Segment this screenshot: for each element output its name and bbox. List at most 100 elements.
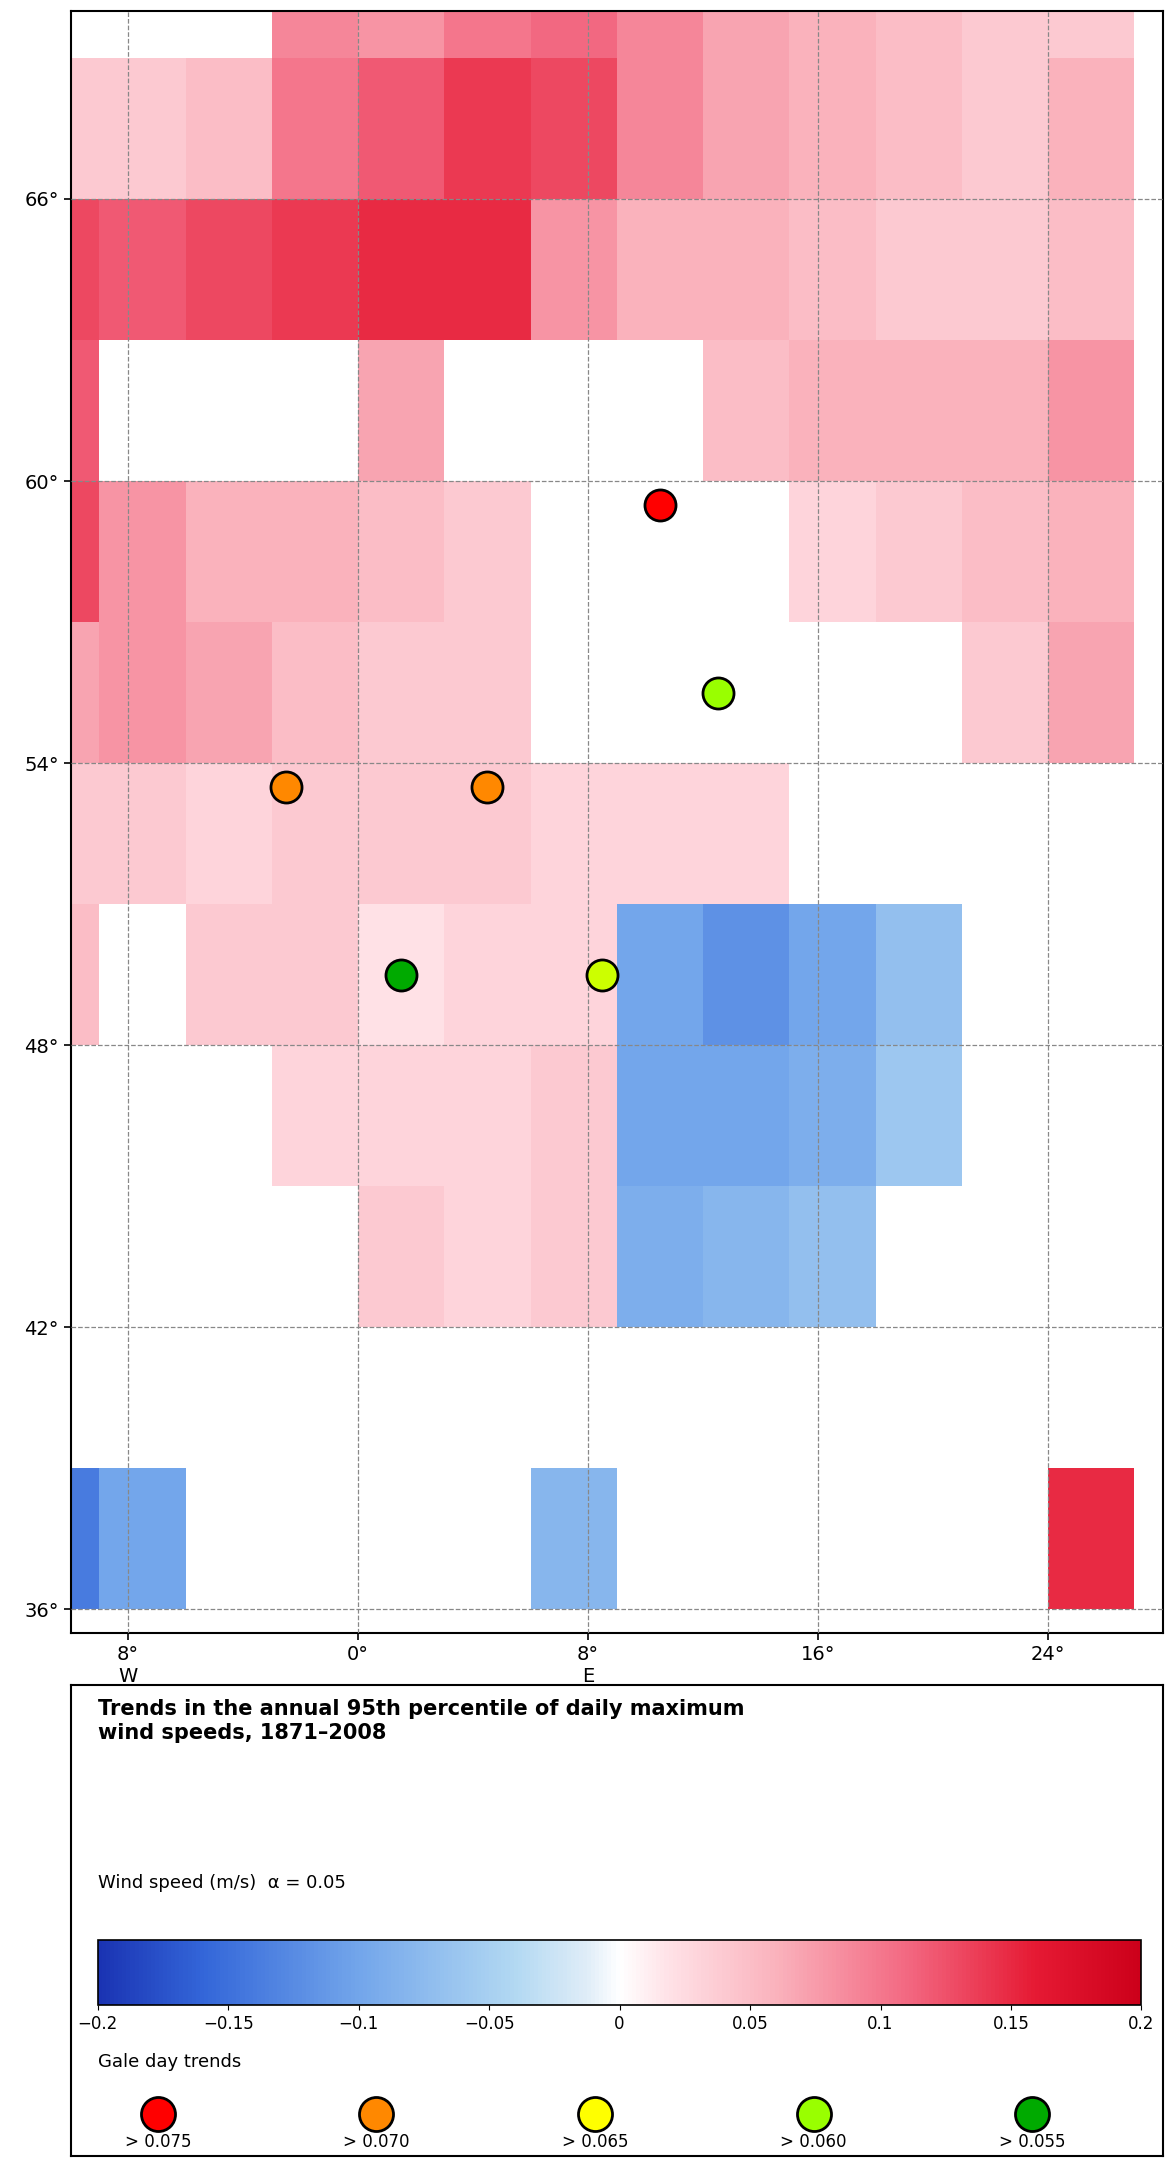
Bar [790, 1185, 875, 1328]
Bar [962, 0, 1048, 82]
Bar [617, 1044, 703, 1185]
Bar [531, 904, 617, 1044]
Bar [617, 0, 703, 82]
Bar [617, 1185, 703, 1328]
Bar [358, 904, 444, 1044]
Bar [1048, 199, 1135, 340]
Bar [99, 199, 186, 340]
Bar [358, 340, 444, 481]
Bar [358, 481, 444, 622]
Point [593, 958, 612, 992]
Bar [358, 0, 444, 82]
Bar [186, 904, 271, 1044]
Bar [444, 0, 531, 82]
Bar [617, 199, 703, 340]
Bar [271, 904, 358, 1044]
Text: Wind speed (m/s)  α = 0.05: Wind speed (m/s) α = 0.05 [98, 1874, 345, 1892]
Bar [186, 199, 271, 340]
Bar [1048, 59, 1135, 199]
Bar [358, 1185, 444, 1328]
Bar [790, 340, 875, 481]
Bar [271, 1044, 358, 1185]
Bar [444, 904, 531, 1044]
Bar [875, 1044, 962, 1185]
Bar [13, 59, 99, 199]
Bar [790, 0, 875, 82]
Bar [13, 904, 99, 1044]
Bar [703, 199, 790, 340]
Text: > 0.065: > 0.065 [562, 2134, 629, 2152]
Text: > 0.055: > 0.055 [999, 2134, 1066, 2152]
Bar [1048, 340, 1135, 481]
Bar [358, 1044, 444, 1185]
Bar [358, 622, 444, 763]
Point [148, 2095, 167, 2130]
Bar [617, 59, 703, 199]
Bar [1048, 1469, 1135, 1610]
Bar [271, 763, 358, 904]
Bar [444, 1185, 531, 1328]
Point [1022, 2095, 1041, 2130]
Bar [962, 481, 1048, 622]
Point [478, 769, 497, 804]
Text: > 0.060: > 0.060 [780, 2134, 847, 2152]
Bar [186, 763, 271, 904]
Bar [444, 199, 531, 340]
Bar [186, 622, 271, 763]
Bar [444, 1044, 531, 1185]
Bar [13, 1469, 99, 1610]
Bar [271, 622, 358, 763]
Point [585, 2095, 604, 2130]
Bar [13, 340, 99, 481]
Bar [962, 59, 1048, 199]
Bar [531, 59, 617, 199]
Bar [271, 59, 358, 199]
Bar [531, 1469, 617, 1610]
Bar [790, 199, 875, 340]
Point [367, 2095, 385, 2130]
Bar [531, 199, 617, 340]
Bar [271, 481, 358, 622]
Bar [444, 59, 531, 199]
Bar [271, 199, 358, 340]
Bar [703, 340, 790, 481]
Bar [13, 199, 99, 340]
Bar [875, 340, 962, 481]
Bar [703, 763, 790, 904]
Bar [99, 1469, 186, 1610]
Bar [790, 59, 875, 199]
Bar [99, 59, 186, 199]
Bar [617, 904, 703, 1044]
Bar [531, 0, 617, 82]
Point [804, 2095, 822, 2130]
Bar [13, 622, 99, 763]
Text: > 0.075: > 0.075 [125, 2134, 192, 2152]
Bar [875, 59, 962, 199]
Bar [13, 481, 99, 622]
Point [277, 769, 296, 804]
Bar [1048, 0, 1135, 82]
Bar [186, 59, 271, 199]
Bar [444, 481, 531, 622]
Bar [186, 481, 271, 622]
Bar [358, 199, 444, 340]
Text: Trends in the annual 95th percentile of daily maximum
wind speeds, 1871–2008: Trends in the annual 95th percentile of … [98, 1699, 744, 1742]
Text: Gale day trends: Gale day trends [98, 2052, 241, 2069]
Bar [875, 199, 962, 340]
Bar [790, 1044, 875, 1185]
Bar [358, 59, 444, 199]
Bar [617, 763, 703, 904]
Bar [99, 622, 186, 763]
Bar [875, 904, 962, 1044]
Bar [703, 59, 790, 199]
Bar [703, 904, 790, 1044]
Bar [703, 0, 790, 82]
Bar [703, 1044, 790, 1185]
Bar [962, 340, 1048, 481]
Bar [531, 1044, 617, 1185]
Bar [99, 763, 186, 904]
Bar [444, 763, 531, 904]
Bar [703, 1185, 790, 1328]
Bar [358, 763, 444, 904]
Bar [531, 1185, 617, 1328]
